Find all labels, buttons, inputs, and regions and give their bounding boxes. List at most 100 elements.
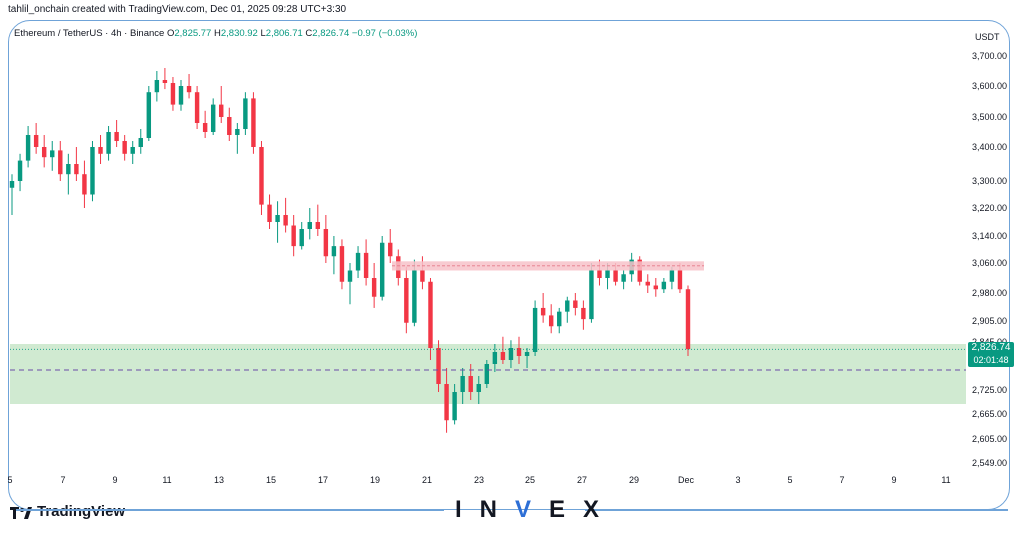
low-value: 2,806.71	[265, 28, 303, 39]
candle-body	[557, 311, 562, 327]
tradingview-logo: TradingView	[10, 503, 125, 520]
candle-body	[653, 285, 659, 290]
x-tick-label: 13	[214, 475, 224, 485]
candle-body	[331, 246, 337, 257]
candle-body	[540, 307, 546, 316]
candle-body	[25, 135, 31, 161]
candle-body	[146, 92, 152, 138]
y-tick-label: 3,140.00	[972, 231, 1007, 241]
chart-credit: tahlil_onchain created with TradingView.…	[8, 4, 347, 15]
high-label: H	[213, 28, 221, 39]
candle-body	[9, 181, 15, 188]
x-tick-label: 15	[266, 475, 276, 485]
candle-body	[468, 376, 473, 392]
high-value: 2,830.92	[220, 28, 258, 39]
brand-frame	[8, 20, 1010, 510]
candle-body	[178, 86, 184, 105]
change-value: −0.97 (−0.03%)	[351, 28, 418, 39]
tradingview-logo-text: TradingView	[37, 503, 126, 520]
x-tick-label: Dec	[678, 475, 695, 485]
low-label: L	[260, 28, 266, 39]
candle-body	[219, 104, 224, 117]
y-tick-label: 3,400.00	[972, 142, 1007, 152]
candle-body	[275, 215, 280, 222]
current-price: 2,826.74	[971, 342, 1011, 353]
candle-body	[82, 174, 87, 195]
candle-body	[194, 92, 200, 123]
candle-body	[404, 278, 409, 323]
y-tick-label: 2,725.00	[972, 385, 1007, 395]
candle-body	[299, 229, 304, 247]
x-tick-label: 29	[629, 475, 639, 485]
x-tick-label: 5	[7, 475, 12, 485]
candle-body	[162, 80, 168, 83]
brand-v: V	[515, 496, 550, 523]
candle-body	[605, 270, 610, 278]
candle-body	[412, 270, 417, 323]
candle-body	[492, 352, 498, 364]
y-tick-label: 2,905.00	[972, 316, 1007, 326]
candle-body	[645, 281, 650, 286]
candle-body	[379, 242, 385, 297]
currency-label: USDT	[975, 32, 1000, 42]
candle-body	[251, 98, 256, 147]
x-tick-label: 17	[318, 475, 328, 485]
candle-body	[33, 135, 39, 147]
candle-body	[122, 141, 127, 154]
candle-body	[371, 278, 377, 297]
x-tick-label: 21	[422, 475, 432, 485]
candle-body	[388, 242, 393, 257]
open-value: 2,825.77	[174, 28, 212, 39]
candle-body	[508, 348, 514, 360]
x-tick-label: 11	[941, 475, 950, 485]
candle-body	[186, 86, 192, 93]
candle-body	[548, 315, 554, 327]
symbol-legend: Ethereum / TetherUS · 4h · Binance O2,82…	[14, 28, 417, 39]
y-tick-label: 2,605.00	[972, 434, 1007, 444]
candle-body	[420, 270, 425, 282]
candle-body	[669, 270, 675, 282]
candle-body	[516, 348, 522, 356]
candle-body	[484, 364, 490, 384]
candle-body	[452, 392, 457, 421]
candle-body	[460, 376, 465, 392]
candle-body	[170, 83, 176, 105]
candle-body	[74, 164, 79, 175]
candle-body	[661, 281, 667, 290]
candle-body	[130, 147, 135, 154]
y-tick-label: 3,500.00	[972, 112, 1007, 122]
x-tick-label: 7	[60, 475, 65, 485]
candle-body	[621, 274, 626, 282]
candle-body	[637, 259, 642, 282]
candle-body	[114, 132, 119, 141]
candle-body	[581, 307, 586, 320]
candle-body	[106, 132, 111, 154]
candle-body	[524, 352, 530, 356]
candle-body	[307, 222, 312, 229]
candle-body	[347, 270, 353, 282]
x-tick-label: 23	[474, 475, 484, 485]
candle-body	[323, 229, 329, 257]
y-tick-label: 3,060.00	[972, 258, 1007, 268]
candle-body	[315, 222, 321, 229]
candle-body	[532, 307, 538, 352]
candle-body	[428, 281, 433, 348]
x-tick-label: 5	[787, 475, 792, 485]
candle-body	[283, 215, 288, 226]
candle-body	[259, 147, 264, 205]
close-label: C	[305, 28, 313, 39]
candle-body	[50, 150, 55, 158]
x-tick-label: 3	[735, 475, 740, 485]
current-price-tag: 2,826.74 02:01:48	[968, 342, 1014, 367]
candle-body	[138, 138, 143, 147]
y-tick-label: 3,220.00	[972, 203, 1007, 213]
tradingview-mark-icon	[10, 506, 32, 520]
brand-text-right: EX	[549, 496, 618, 523]
candle-body	[98, 147, 103, 154]
candle-body	[291, 225, 296, 247]
x-tick-label: 9	[891, 475, 896, 485]
candle-body	[58, 150, 63, 175]
candle-body	[573, 300, 578, 308]
candle-body	[339, 246, 345, 282]
